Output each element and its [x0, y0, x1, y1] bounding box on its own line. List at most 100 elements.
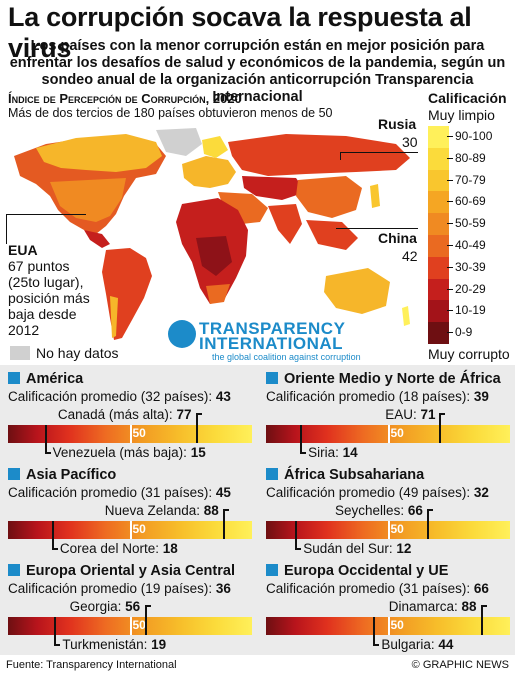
map-europe	[182, 156, 236, 188]
score-bar-midline	[130, 521, 132, 539]
max-marker	[439, 413, 442, 443]
min-marker-flag	[44, 452, 51, 454]
leader-usa-v	[6, 214, 7, 244]
legend-swatch	[428, 278, 449, 301]
map-russia	[228, 134, 410, 176]
legend-tick	[447, 245, 453, 246]
region-highest: Dinamarca: 88	[388, 599, 477, 614]
score-bar-midline	[388, 617, 390, 635]
legend-bottom-label: Muy corrupto	[428, 346, 510, 362]
legend-range-label: 70-79	[455, 172, 486, 187]
region-square-icon	[8, 468, 20, 480]
region-square-icon	[8, 564, 20, 576]
region-panel: Europa Oriental y Asia Central Calificac…	[6, 561, 254, 657]
map-southeast-asia	[306, 220, 358, 250]
region-square-icon	[266, 564, 278, 576]
score-bar: 50	[8, 425, 252, 443]
region-average: Calificación promedio (19 países): 36	[8, 581, 231, 596]
legend-tick	[447, 288, 453, 290]
max-marker	[195, 413, 198, 443]
region-average: Calificación promedio (49 países): 32	[266, 485, 489, 500]
legend-swatch	[428, 169, 449, 192]
legend-swatch	[428, 300, 449, 323]
score-bar-midline	[388, 425, 390, 443]
min-marker-flag	[51, 548, 58, 550]
region-average: Calificación promedio (32 países): 43	[8, 389, 231, 404]
region-title: América	[8, 371, 83, 387]
transparency-tagline: the global coalition against corruption	[212, 352, 361, 362]
map-title: Índice de Percepción de Corrupción, 2020	[8, 91, 242, 106]
max-marker	[144, 605, 147, 635]
region-average: Calificación promedio (31 países): 66	[266, 581, 489, 596]
max-marker-flag	[427, 509, 434, 511]
map-china	[296, 176, 362, 218]
region-panel: América Calificación promedio (32 países…	[6, 369, 254, 465]
legend-range-label: 20-29	[455, 281, 486, 296]
region-panel: Asia Pacífico Calificación promedio (31 …	[6, 465, 254, 561]
min-marker	[51, 521, 54, 549]
legend-range-label: 30-39	[455, 259, 486, 274]
region-square-icon	[266, 372, 278, 384]
region-title: Europa Oriental y Asia Central	[8, 563, 235, 579]
page-subtitle: Los países con la menor corrupción están…	[9, 38, 506, 105]
region-lowest: Venezuela (más baja): 15	[52, 445, 206, 460]
max-marker	[480, 605, 483, 635]
region-title: Europa Occidental y UE	[266, 563, 448, 579]
map-india	[268, 204, 302, 244]
leader-china	[336, 228, 418, 229]
callout-usa: EUA 67 puntos (25to lugar), posición más…	[8, 242, 92, 338]
score-bar-midlabel: 50	[390, 426, 404, 440]
score-bar: 50	[266, 425, 510, 443]
legend-range-label: 80-89	[455, 150, 486, 165]
no-data-label: No hay datos	[36, 345, 119, 361]
legend-tick	[447, 223, 453, 225]
legend-swatch	[428, 126, 449, 148]
legend-scale	[428, 126, 449, 344]
leader-usa	[6, 214, 86, 215]
legend-range-label: 40-49	[455, 237, 486, 252]
legend-swatch	[428, 147, 449, 170]
map-japan	[370, 184, 380, 208]
map-canada	[36, 134, 162, 172]
max-marker-flag	[439, 413, 446, 415]
map-australia	[324, 268, 390, 314]
no-data-swatch	[10, 346, 30, 360]
region-average: Calificación promedio (31 países): 45	[8, 485, 231, 500]
max-marker-flag	[195, 413, 202, 415]
region-highest: Nueva Zelanda: 88	[104, 503, 219, 518]
legend-labels: 90-100 80-89 70-79 60-69 50-59 40-49 30-39 20-2…	[455, 126, 492, 344]
score-bar-midline	[388, 521, 390, 539]
map-subtitle: Más de dos tercios de 180 países obtuvie…	[8, 106, 333, 120]
map-south-america	[102, 248, 152, 340]
map-central-america	[84, 230, 110, 248]
legend-range-label: 90-100	[455, 129, 493, 143]
legend-swatch	[428, 322, 449, 344]
region-highest: Seychelles: 66	[335, 503, 423, 518]
min-marker-flag	[54, 644, 61, 646]
map-greenland	[156, 128, 202, 156]
score-bar-midlabel: 50	[132, 618, 146, 632]
score-bar-midlabel: 50	[132, 522, 146, 536]
world-map	[14, 128, 410, 340]
map-central-asia	[242, 176, 306, 200]
score-bar: 50	[8, 521, 252, 539]
legend-swatch	[428, 191, 449, 214]
region-average: Calificación promedio (18 países): 39	[266, 389, 489, 404]
region-panel: Europa Occidental y UE Calificación prom…	[264, 561, 512, 657]
score-bar: 50	[266, 617, 510, 635]
legend-range-label: 0-9	[455, 325, 473, 340]
region-panel: Oriente Medio y Norte de África Califica…	[264, 369, 512, 465]
score-bar-midlabel: 50	[390, 618, 404, 632]
legend-tick	[447, 266, 453, 268]
legend-tick	[447, 310, 453, 312]
region-title: Asia Pacífico	[8, 467, 116, 483]
score-bar-midlabel: 50	[132, 426, 146, 440]
legend-title: Calificación	[428, 90, 507, 106]
max-marker-flag	[144, 605, 151, 607]
max-marker-flag	[480, 605, 487, 607]
region-square-icon	[8, 372, 20, 384]
footer-source: Fuente: Transparency International	[6, 659, 177, 671]
min-marker	[295, 521, 298, 549]
region-title: África Subsahariana	[266, 467, 424, 483]
